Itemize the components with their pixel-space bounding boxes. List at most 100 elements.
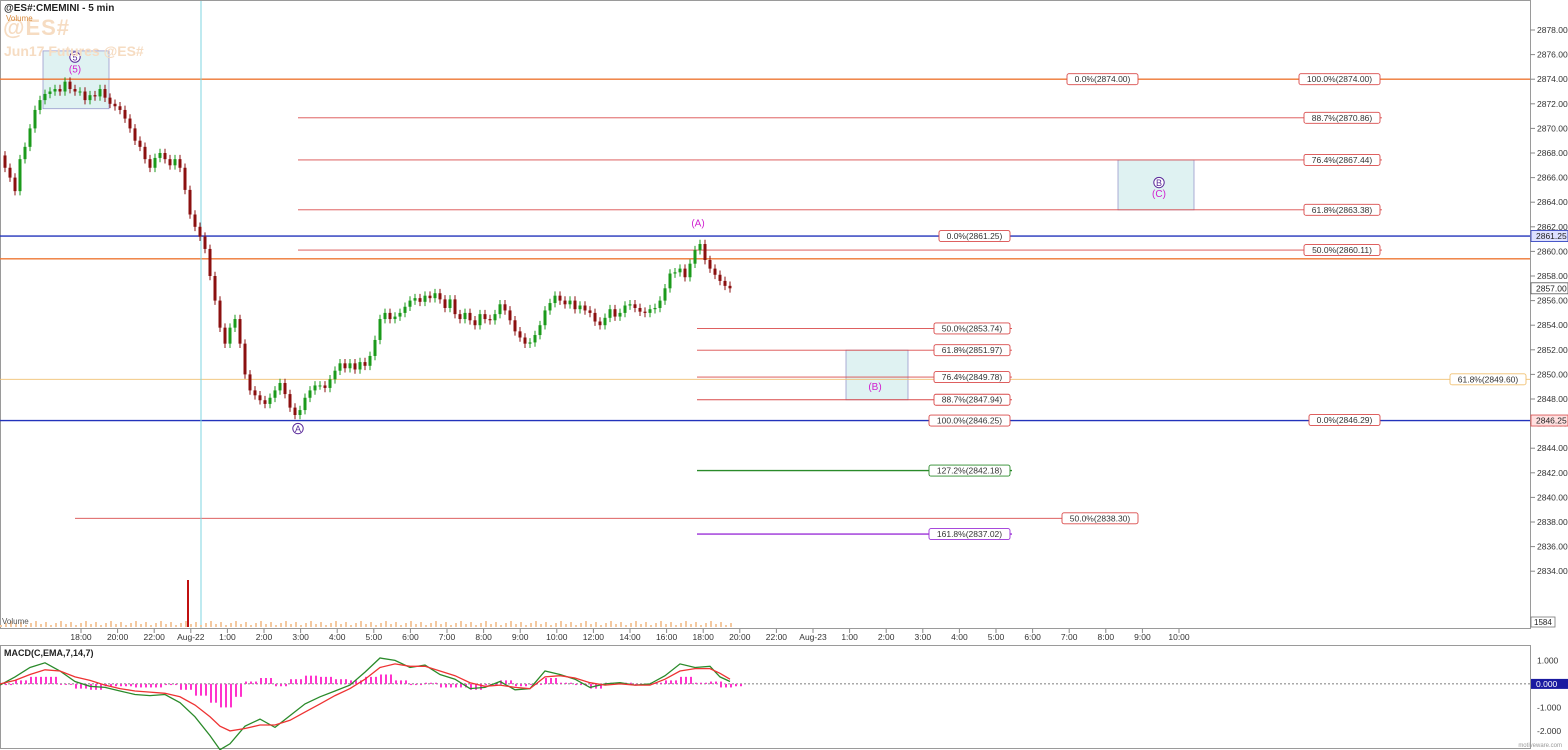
candles bbox=[3, 77, 732, 420]
time-tick-label: 1:00 bbox=[841, 632, 858, 642]
volume-bar bbox=[480, 623, 482, 627]
volume-bar bbox=[440, 624, 442, 627]
macd-hist-bar bbox=[135, 683, 137, 688]
volume-bar bbox=[85, 621, 87, 627]
time-tick-label: 9:00 bbox=[512, 632, 529, 642]
fib-label-box bbox=[928, 528, 1011, 541]
volume-bar bbox=[150, 625, 152, 627]
macd-hist-bar bbox=[380, 674, 382, 684]
price-marker-label: 2846.25 bbox=[1536, 416, 1567, 426]
candle-down bbox=[243, 343, 247, 375]
macd-hist-bar bbox=[140, 683, 142, 688]
macd-zero-marker-label: 0.000 bbox=[1536, 679, 1558, 689]
candle-down bbox=[613, 309, 617, 317]
fib-label-box bbox=[1061, 512, 1139, 525]
macd-hist-bar bbox=[570, 682, 572, 684]
candle-up bbox=[383, 312, 387, 320]
macd-label: MACD(C,EMA,7,14,7) bbox=[4, 648, 94, 658]
macd-hist-bar bbox=[735, 683, 737, 687]
volume-bar bbox=[650, 625, 652, 627]
price-plot-area bbox=[0, 0, 1531, 629]
candle-up bbox=[603, 317, 607, 326]
candle-down bbox=[168, 159, 172, 166]
volume-bar bbox=[255, 623, 257, 627]
macd-hist-bar bbox=[325, 676, 327, 684]
candle-up bbox=[338, 363, 342, 371]
macd-hist-bar bbox=[190, 683, 192, 690]
candle-up bbox=[278, 383, 282, 391]
volume-bar bbox=[5, 623, 7, 627]
volume-bar bbox=[550, 625, 552, 627]
macd-hist-bar bbox=[310, 675, 312, 684]
candle-down bbox=[518, 331, 522, 338]
candle-down bbox=[258, 395, 262, 401]
candle-up bbox=[498, 304, 502, 315]
volume-bar bbox=[235, 621, 237, 627]
volume-bar bbox=[0, 625, 2, 627]
macd-hist-bar bbox=[395, 680, 397, 684]
volume-bar bbox=[475, 625, 477, 627]
macd-hist-bar bbox=[385, 674, 387, 684]
volume-bar bbox=[515, 624, 517, 627]
candle-up bbox=[478, 314, 482, 326]
price-marker-box bbox=[1530, 282, 1568, 295]
fib-label-box bbox=[1303, 153, 1381, 166]
macd-hist-bar bbox=[210, 683, 212, 703]
fib-label: 127.2%(2842.18) bbox=[937, 466, 1002, 476]
macd-hist-bar bbox=[375, 676, 377, 684]
time-tick-label: 16:00 bbox=[656, 632, 678, 642]
macd-hist-bar bbox=[505, 680, 507, 684]
macd-hist-bar bbox=[125, 683, 127, 687]
volume-bar bbox=[125, 625, 127, 627]
candle-down bbox=[73, 89, 77, 92]
candle-up bbox=[608, 309, 612, 318]
fib-label-box bbox=[1303, 203, 1381, 216]
candle-up bbox=[538, 325, 542, 336]
macd-hist-bar bbox=[60, 683, 62, 685]
candle-up bbox=[43, 93, 47, 101]
volume-bar bbox=[335, 621, 337, 627]
fib-label: 61.8%(2849.60) bbox=[1458, 374, 1519, 384]
volume-bar bbox=[240, 624, 242, 627]
macd-hist-bar bbox=[220, 683, 222, 708]
candle-down bbox=[683, 268, 687, 278]
volume-bar bbox=[265, 624, 267, 627]
volume-bar bbox=[200, 625, 202, 627]
candle-up bbox=[378, 319, 382, 340]
macd-hist-bar bbox=[340, 679, 342, 684]
time-tick-label: 2:00 bbox=[256, 632, 273, 642]
volume-spike bbox=[187, 580, 189, 627]
volume-bar bbox=[465, 624, 467, 627]
candle-down bbox=[213, 276, 217, 301]
candle-down bbox=[643, 311, 647, 313]
fib-label: 100.0%(2874.00) bbox=[1307, 74, 1372, 84]
candle-up bbox=[268, 397, 272, 404]
wave-label: A bbox=[295, 424, 301, 434]
fib-label: 88.7%(2847.94) bbox=[942, 395, 1003, 405]
candle-down bbox=[418, 298, 422, 302]
candle-up bbox=[233, 319, 237, 328]
volume-bar bbox=[55, 623, 57, 627]
macd-hist-bar bbox=[120, 683, 122, 687]
candle-down bbox=[133, 128, 137, 141]
candle-down bbox=[483, 314, 487, 320]
volume-bar bbox=[50, 625, 52, 627]
macd-hist-bar bbox=[200, 683, 202, 696]
volume-bar bbox=[130, 623, 132, 627]
macd-hist-bar bbox=[470, 683, 472, 690]
volume-bar bbox=[485, 621, 487, 627]
volume-bar bbox=[305, 623, 307, 627]
volume-bar bbox=[685, 621, 687, 627]
candle-down bbox=[388, 312, 392, 320]
candle-up bbox=[358, 362, 362, 370]
macd-hist-bar bbox=[305, 675, 307, 684]
candle-down bbox=[203, 236, 207, 249]
macd-hist-bar bbox=[315, 675, 317, 684]
fib-label: 0.0%(2846.29) bbox=[1317, 415, 1373, 425]
candle-down bbox=[513, 320, 517, 332]
time-tick-label: 10:00 bbox=[1168, 632, 1190, 642]
volume-bar bbox=[560, 621, 562, 627]
fib-label: 50.0%(2860.11) bbox=[1312, 245, 1372, 255]
candle-up bbox=[328, 379, 332, 388]
candle-up bbox=[578, 305, 582, 310]
